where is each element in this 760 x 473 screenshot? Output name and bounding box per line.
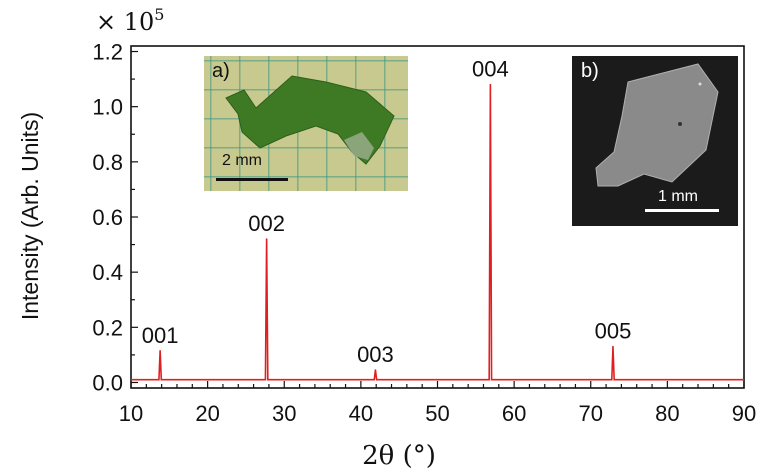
inset-a-sample-photo: a) 2 mm <box>204 56 408 191</box>
x-tick-label: 60 <box>502 401 526 426</box>
y-axis-label: Intensity (Arb. Units) <box>17 112 43 320</box>
peak-label: 003 <box>357 342 394 367</box>
inset-a-scale-bar <box>216 178 288 181</box>
y-tick-label: 0.6 <box>92 205 123 230</box>
x-tick-label: 30 <box>272 401 296 426</box>
peak-label: 005 <box>595 319 632 344</box>
x-tick-label: 20 <box>195 401 219 426</box>
y-tick-label: 1.0 <box>92 95 123 120</box>
x-tick-label: 70 <box>579 401 603 426</box>
peak-point <box>159 349 161 352</box>
y-multiplier-exponent: 5 <box>154 5 164 24</box>
x-tick-label: 10 <box>119 401 143 426</box>
y-multiplier-base: × 10 <box>96 8 154 36</box>
inset-a-scale-text: 2 mm <box>222 152 262 169</box>
x-tick-label: 80 <box>655 401 679 426</box>
x-axis-label: 2θ (°) <box>362 441 436 471</box>
peak-label: 002 <box>248 211 285 236</box>
y-tick-label: 0.2 <box>92 315 123 340</box>
inset-b-scale-text: 1 mm <box>658 188 698 205</box>
peak-point <box>612 345 614 348</box>
y-tick-label: 0.4 <box>92 260 123 285</box>
x-tick-label: 50 <box>425 401 449 426</box>
crystal-a-shape <box>225 75 395 165</box>
inset-b-scale-bar <box>645 209 719 212</box>
y-tick-label: 1.2 <box>92 40 123 65</box>
inset-a-label: a) <box>212 60 230 82</box>
x-tick-label: 90 <box>732 401 756 426</box>
y-tick-label: 0.0 <box>92 370 123 395</box>
peak-point <box>265 238 268 240</box>
crystal-b-shape <box>595 63 719 187</box>
y-multiplier: × 105 <box>96 5 164 36</box>
x-tick-label: 40 <box>349 401 373 426</box>
peak-point <box>489 83 492 86</box>
peak-label: 001 <box>142 323 179 348</box>
inset-b-sem-image: b) 1 mm <box>572 56 738 226</box>
peak-point <box>374 369 377 371</box>
inset-b-label: b) <box>581 60 599 82</box>
peak-label: 004 <box>472 57 509 82</box>
y-tick-label: 0.8 <box>92 150 123 175</box>
